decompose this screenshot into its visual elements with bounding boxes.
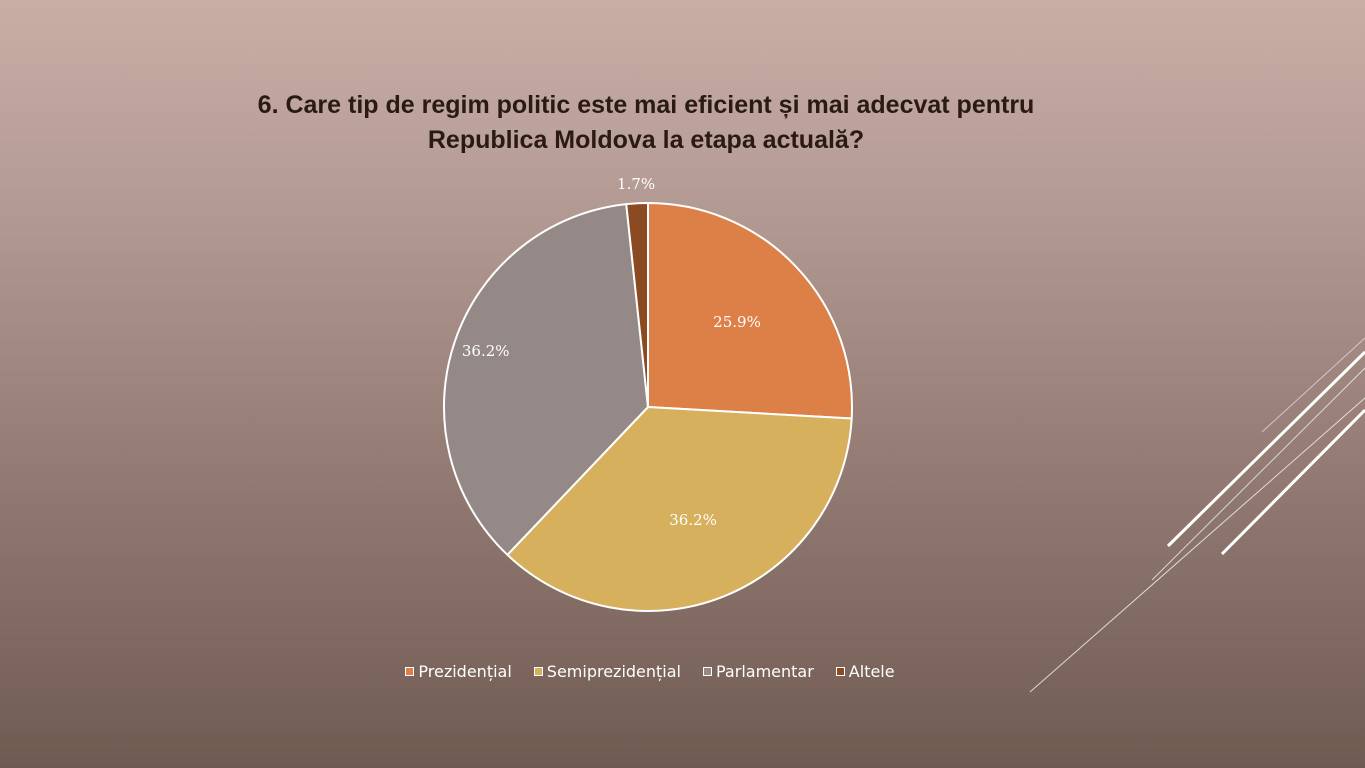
legend-item-semiprezidential: Semiprezidențial (533, 662, 681, 681)
pie-slice-altele (625, 201, 649, 408)
data-label-parlamentar: 36.2% (462, 342, 510, 360)
data-label-prezidential: 25.9% (713, 313, 761, 331)
data-label-semiprezidential: 36.2% (669, 511, 717, 529)
chart-title: 6. Care tip de regim politic este mai ef… (0, 88, 1292, 158)
pie-slice-parlamentar (442, 203, 649, 556)
chart-legend: Prezidențial Semiprezidențial Parlamentar A… (0, 662, 1300, 681)
legend-label: Parlamentar (716, 662, 814, 681)
legend-item-altele: Altele (835, 662, 895, 681)
legend-label: Semiprezidențial (546, 662, 681, 681)
legend-label: Prezidențial (418, 662, 512, 681)
legend-swatch (533, 667, 543, 676)
chart-title-line-2: Republica Moldova la etapa actuală? (427, 126, 865, 154)
legend-item-parlamentar: Parlamentar (703, 662, 814, 681)
legend-label: Altele (848, 662, 895, 681)
legend-swatch (703, 667, 712, 676)
pie-slice-prezidential (647, 202, 853, 420)
legend-item-prezidential: Prezidențial (405, 662, 512, 681)
chart-title-line-1: 6. Care tip de regim politic este mai ef… (257, 91, 1035, 119)
legend-swatch (835, 667, 845, 676)
data-label-altele: 1.7% (617, 175, 655, 193)
legend-swatch (405, 667, 415, 676)
pie-slice-semiprezidential (506, 406, 853, 612)
